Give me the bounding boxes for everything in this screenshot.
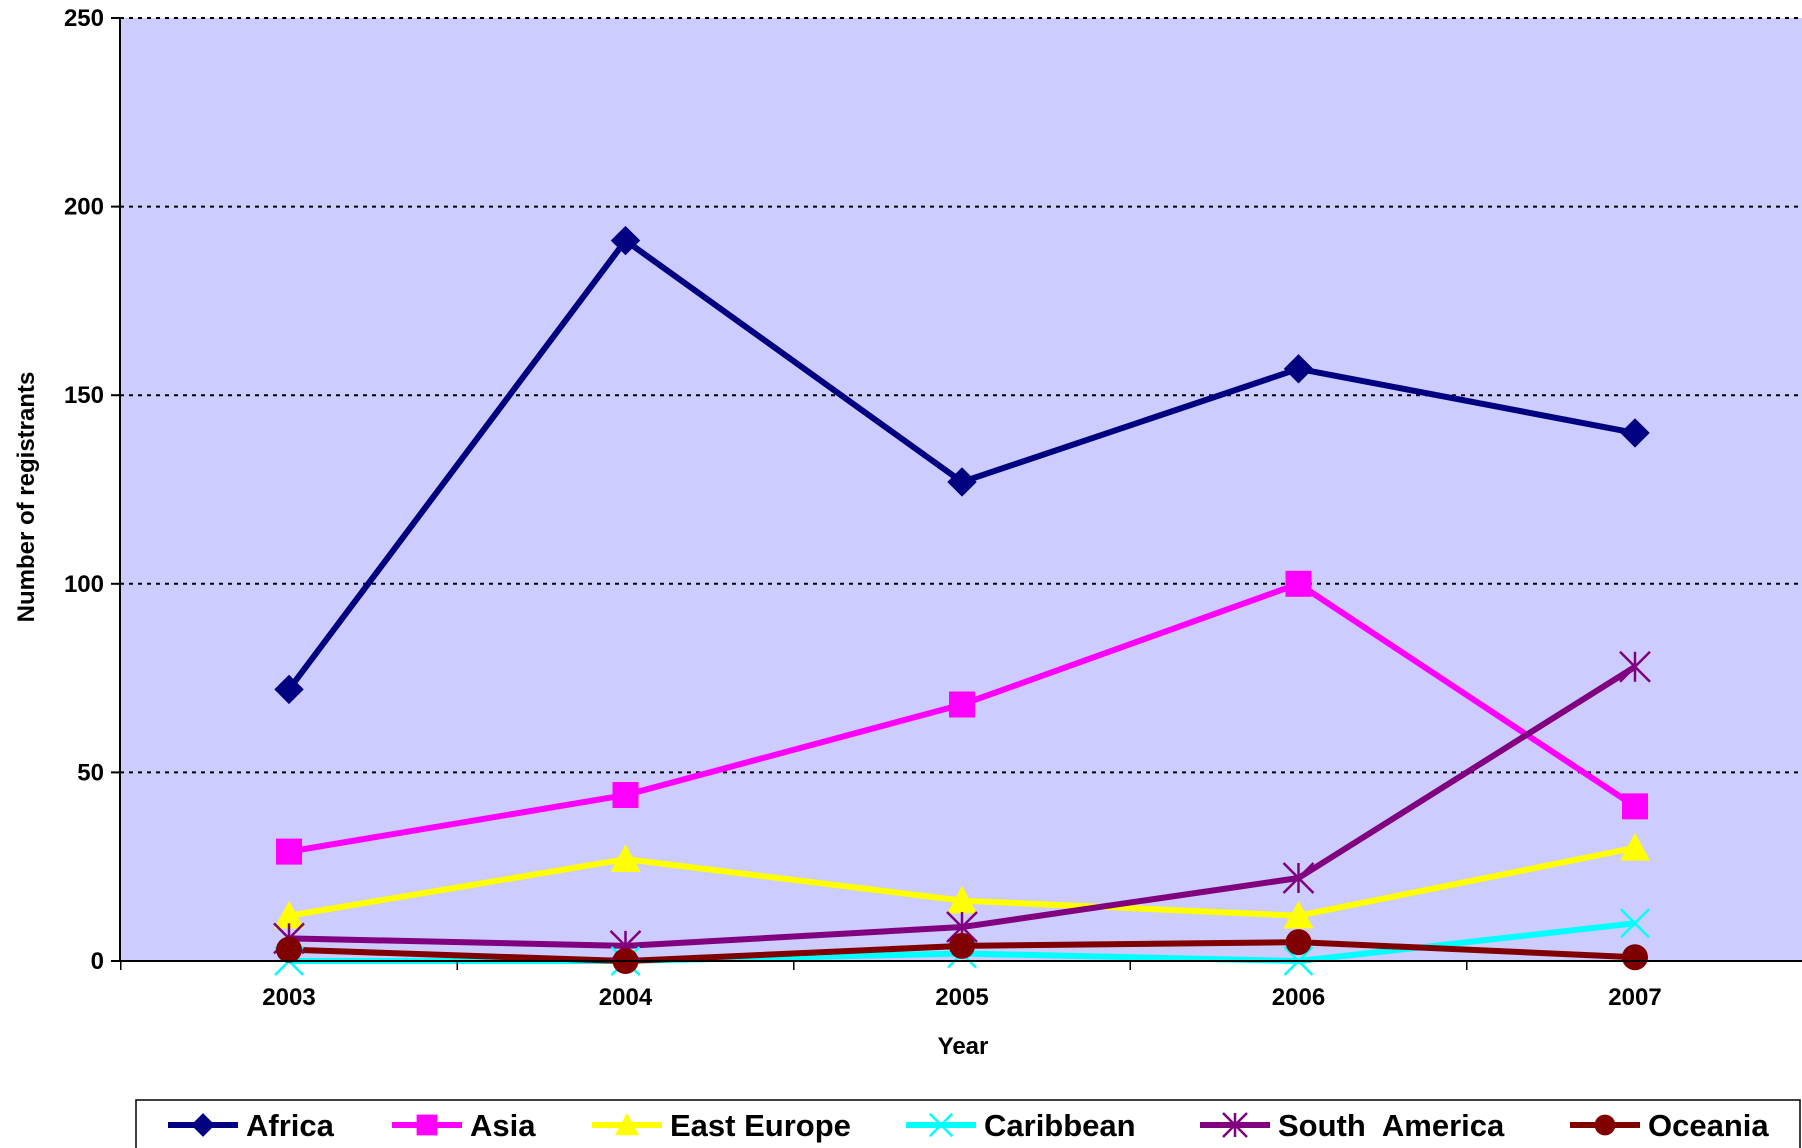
point-south-america-2007 [1619,650,1651,683]
y-axis-title: Number of registrants [13,372,40,623]
legend-label-asia: Asia [470,1108,536,1143]
point-oceania-2005 [949,932,975,959]
legend-label-africa: Africa [246,1108,335,1143]
x-tick-label-2006: 2006 [1272,984,1325,1011]
point-east-europe-2004 [610,844,641,872]
point-africa-2007 [1620,418,1650,448]
point-east-europe-2007 [1620,832,1650,861]
point-south-america-2006 [1282,862,1315,894]
y-tick-label-150: 150 [64,382,104,409]
x-tick-label-2003: 2003 [262,984,315,1011]
point-africa-2003 [274,674,304,705]
point-oceania-2003 [276,936,302,963]
y-tick-label-250: 250 [64,5,104,32]
x-axis-title: Year [938,1033,989,1060]
gridlines [120,17,1802,774]
legend-marker-east-europe [615,1113,639,1136]
point-africa-2006 [1283,354,1314,384]
x-tick-labels: 2003 2004 2005 2006 2007 [262,984,1661,1011]
point-oceania-2006 [1285,929,1312,956]
point-africa-2004 [610,225,641,256]
point-east-europe-2003 [274,900,304,929]
y-tick-label-200: 200 [64,194,104,221]
legend: Africa Asia East Europe Caribbean South Amer… [135,1099,1801,1148]
point-asia-2006 [1285,570,1312,597]
point-africa-2005 [947,467,977,497]
x-tick-label-2007: 2007 [1608,984,1661,1011]
y-tick-label-0: 0 [91,948,104,975]
legend-label-oceania: Oceania [1648,1108,1769,1143]
point-east-europe-2005 [947,885,977,914]
legend-marker-africa [191,1113,215,1137]
series-markers [273,225,1651,976]
y-tick-label-50: 50 [77,759,104,786]
axes [111,17,1802,970]
legend-label-east-europe: East Europe [670,1108,851,1143]
x-tick-label-2004: 2004 [599,984,653,1011]
y-tick-label-100: 100 [64,571,104,598]
point-caribbean-2007 [1620,908,1650,939]
legend-marker-south-america [1222,1112,1248,1138]
legend-marker-asia [416,1114,438,1136]
legend-label-caribbean: Caribbean [984,1108,1136,1143]
legend-marker-oceania [1594,1114,1616,1136]
legend-marker-caribbean [928,1112,954,1138]
point-asia-2003 [276,838,302,865]
y-tick-labels: 0 50 100 150 200 250 [64,5,104,975]
point-oceania-2007 [1622,944,1648,971]
point-east-europe-2006 [1283,900,1314,929]
point-asia-2007 [1622,793,1648,820]
legend-label-south-america: South America [1278,1108,1505,1143]
point-asia-2005 [949,691,975,718]
x-tick-label-2005: 2005 [935,984,988,1011]
point-asia-2004 [612,782,639,809]
